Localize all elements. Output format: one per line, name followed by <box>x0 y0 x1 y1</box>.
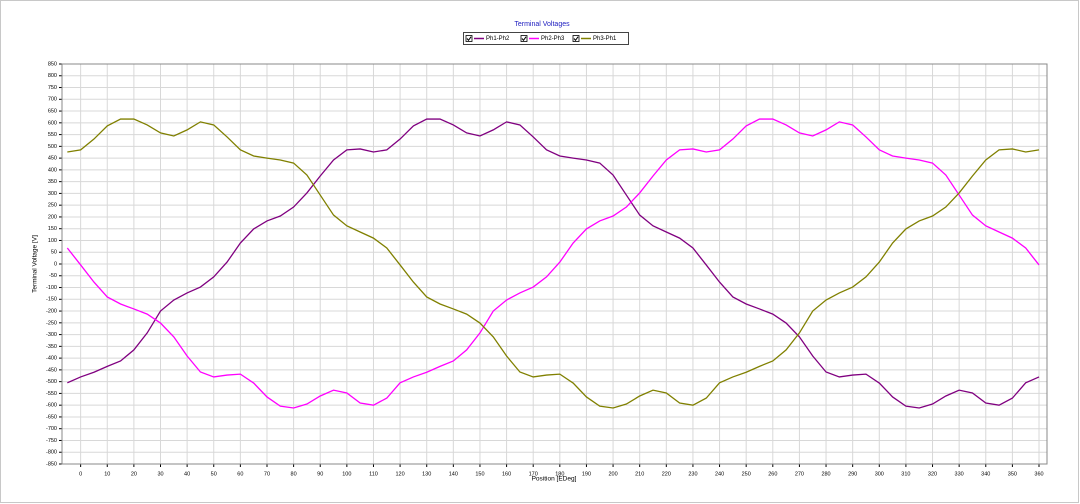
x-tick-label: 10 <box>104 471 110 477</box>
y-tick-label: 800 <box>48 73 57 79</box>
y-tick-label: -600 <box>46 403 57 409</box>
y-tick-label: 100 <box>48 238 57 244</box>
x-tick-label: 230 <box>688 471 697 477</box>
y-tick-label: 50 <box>51 250 57 256</box>
y-tick-label: 550 <box>48 132 57 138</box>
y-tick-label: -50 <box>49 273 57 279</box>
legend-checkbox[interactable] <box>465 35 473 42</box>
x-tick-label: 150 <box>475 471 484 477</box>
y-tick-label: -400 <box>46 356 57 362</box>
y-tick-label: 700 <box>48 97 57 103</box>
y-tick-label: -500 <box>46 379 57 385</box>
y-tick-label: 450 <box>48 156 57 162</box>
x-tick-label: 260 <box>768 471 777 477</box>
y-tick-label: -250 <box>46 320 57 326</box>
y-tick-label: -150 <box>46 297 57 303</box>
x-tick-label: 240 <box>715 471 724 477</box>
legend-label: Ph2-Ph3 <box>541 36 565 42</box>
x-tick-label: 180 <box>555 471 564 477</box>
x-tick-label: 40 <box>184 471 190 477</box>
legend-checkmark <box>521 36 527 42</box>
x-tick-label: 220 <box>662 471 671 477</box>
plot-border <box>61 63 1048 465</box>
y-tick-label: 350 <box>48 179 57 185</box>
y-tick-label: 650 <box>48 109 57 115</box>
legend-checkmark <box>573 36 579 42</box>
y-tick-label: -650 <box>46 414 57 420</box>
y-tick-label: 300 <box>48 191 57 197</box>
x-tick-label: 190 <box>582 471 591 477</box>
x-tick-label: 110 <box>369 471 378 477</box>
y-tick-label: -100 <box>46 285 57 291</box>
legend-checkbox[interactable] <box>520 35 528 42</box>
x-axis-label: Position [EDeg] <box>532 476 577 483</box>
y-tick-label: -300 <box>46 332 57 338</box>
y-tick-label: -850 <box>46 461 57 467</box>
x-tick-label: 140 <box>449 471 458 477</box>
y-tick-label: -800 <box>46 450 57 456</box>
y-tick-label: 750 <box>48 85 57 91</box>
y-tick-label: 850 <box>48 61 57 67</box>
x-tick-label: 310 <box>901 471 910 477</box>
x-tick-label: 60 <box>237 471 243 477</box>
x-tick-label: 350 <box>1008 471 1017 477</box>
x-tick-label: 170 <box>529 471 538 477</box>
x-tick-label: 280 <box>821 471 830 477</box>
line-series <box>66 118 1040 409</box>
legend-label: Ph1-Ph2 <box>486 36 510 42</box>
x-tick-label: 100 <box>342 471 351 477</box>
y-tick-label: -750 <box>46 438 57 444</box>
y-tick-label: 250 <box>48 203 57 209</box>
y-tick-label: 400 <box>48 167 57 173</box>
x-tick-label: 360 <box>1034 471 1043 477</box>
x-tick-label: 30 <box>157 471 163 477</box>
x-tick-label: 20 <box>131 471 137 477</box>
x-tick-label: 340 <box>981 471 990 477</box>
x-tick-label: 300 <box>875 471 884 477</box>
x-tick-label: 90 <box>317 471 323 477</box>
y-tick-label: 600 <box>48 120 57 126</box>
x-tick-label: 250 <box>742 471 751 477</box>
legend-checkmark <box>466 36 472 42</box>
legend <box>463 32 629 45</box>
x-tick-label: 80 <box>291 471 297 477</box>
x-tick-label: 210 <box>635 471 644 477</box>
y-tick-label: 500 <box>48 144 57 150</box>
x-tick-label: 130 <box>422 471 431 477</box>
line-series <box>67 118 1040 409</box>
chart-title: Terminal Voltages <box>514 21 570 28</box>
x-tick-label: 160 <box>502 471 511 477</box>
y-tick-label: -550 <box>46 391 57 397</box>
x-tick-label: 290 <box>848 471 857 477</box>
y-tick-label: 0 <box>54 261 57 267</box>
y-tick-label: -200 <box>46 309 57 315</box>
legend-label: Ph3-Ph1 <box>593 36 617 42</box>
y-tick-label: -350 <box>46 344 57 350</box>
y-tick-label: 200 <box>48 214 57 220</box>
line-series <box>67 118 1040 409</box>
x-tick-label: 200 <box>608 471 617 477</box>
y-axis-label: Terminal Voltage [V] <box>32 235 39 293</box>
y-tick-label: -450 <box>46 367 57 373</box>
x-tick-label: 320 <box>928 471 937 477</box>
legend-checkbox[interactable] <box>572 35 580 42</box>
x-tick-label: 0 <box>79 471 82 477</box>
y-tick-label: 150 <box>48 226 57 232</box>
x-tick-label: 70 <box>264 471 270 477</box>
y-tick-label: -700 <box>46 426 57 432</box>
x-tick-label: 270 <box>795 471 804 477</box>
x-tick-label: 330 <box>955 471 964 477</box>
x-tick-label: 50 <box>211 471 217 477</box>
x-tick-label: 120 <box>396 471 405 477</box>
